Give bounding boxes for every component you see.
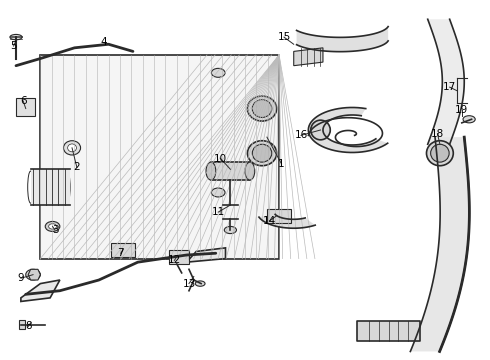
Bar: [267, 208, 291, 223]
Polygon shape: [187, 248, 225, 262]
Ellipse shape: [49, 224, 56, 229]
Ellipse shape: [224, 226, 237, 234]
Ellipse shape: [463, 116, 475, 123]
Ellipse shape: [431, 144, 449, 162]
Bar: [170, 249, 189, 264]
Text: 5: 5: [10, 41, 17, 51]
Text: 8: 8: [25, 321, 31, 332]
Text: 3: 3: [51, 225, 58, 235]
Ellipse shape: [64, 141, 80, 155]
Ellipse shape: [45, 221, 60, 231]
Ellipse shape: [206, 162, 216, 180]
Ellipse shape: [247, 96, 277, 121]
Polygon shape: [28, 269, 40, 280]
Ellipse shape: [196, 281, 205, 286]
Polygon shape: [259, 214, 315, 228]
Ellipse shape: [245, 162, 255, 180]
Ellipse shape: [247, 141, 277, 166]
Ellipse shape: [26, 269, 40, 280]
Polygon shape: [410, 137, 469, 351]
Text: 19: 19: [455, 105, 468, 115]
Bar: [211, 162, 250, 180]
Polygon shape: [308, 108, 388, 153]
Bar: [16, 98, 35, 116]
Text: 12: 12: [168, 255, 181, 265]
Text: 16: 16: [294, 130, 308, 140]
Polygon shape: [428, 19, 464, 144]
Text: 1: 1: [278, 159, 285, 169]
Ellipse shape: [311, 120, 330, 140]
Ellipse shape: [252, 144, 272, 162]
Text: 17: 17: [443, 82, 456, 92]
Polygon shape: [294, 48, 323, 66]
Ellipse shape: [68, 144, 76, 152]
Text: 13: 13: [182, 279, 196, 289]
Ellipse shape: [10, 35, 22, 40]
Text: 18: 18: [431, 129, 444, 139]
Text: 14: 14: [263, 216, 276, 226]
Text: 11: 11: [212, 207, 225, 217]
Polygon shape: [296, 27, 388, 52]
Polygon shape: [21, 280, 60, 301]
Bar: [111, 243, 135, 257]
Text: 7: 7: [118, 248, 124, 258]
Text: 6: 6: [20, 96, 26, 107]
Ellipse shape: [211, 68, 225, 77]
Bar: [357, 321, 420, 341]
Ellipse shape: [211, 188, 225, 197]
Bar: [30, 169, 70, 205]
Polygon shape: [19, 320, 25, 329]
Ellipse shape: [252, 100, 272, 117]
Text: 2: 2: [74, 162, 80, 172]
Bar: [40, 55, 279, 258]
Text: 10: 10: [214, 154, 227, 163]
Text: 4: 4: [100, 37, 107, 48]
Text: 15: 15: [277, 32, 291, 42]
Text: 9: 9: [18, 273, 24, 283]
Ellipse shape: [426, 141, 453, 166]
